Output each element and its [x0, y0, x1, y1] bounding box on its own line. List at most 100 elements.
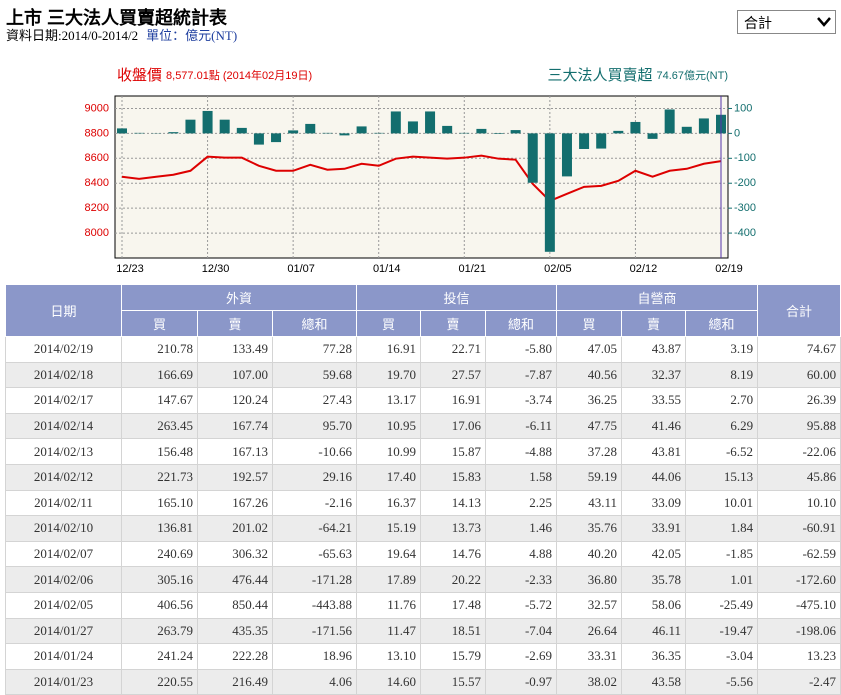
table-cell: 74.67 [758, 337, 841, 363]
y2-tick-label: -300 [734, 202, 756, 214]
table-cell: 1.46 [486, 516, 557, 542]
table-cell: -1.85 [686, 541, 758, 567]
table-cell: 11.76 [357, 592, 421, 618]
table-cell: 120.24 [198, 388, 273, 414]
group-header: 投信 [357, 285, 557, 311]
table-cell: 2014/02/14 [6, 413, 122, 439]
table-cell: 2014/01/27 [6, 618, 122, 644]
table-cell: 38.02 [557, 669, 622, 695]
y2-tick-label: -400 [734, 227, 756, 239]
table-cell: 2.25 [486, 490, 557, 516]
table-cell: 43.87 [622, 337, 686, 363]
y2-tick-label: 0 [734, 127, 740, 139]
table-cell: 95.70 [273, 413, 357, 439]
table-cell: 2014/01/24 [6, 644, 122, 670]
legend-note: 74.67億元(NT) [656, 69, 728, 82]
table-cell: -6.11 [486, 413, 557, 439]
bar [699, 118, 709, 133]
y-tick-label: 8400 [85, 177, 109, 189]
table-cell: 22.71 [421, 337, 486, 363]
table-cell: 47.05 [557, 337, 622, 363]
y2-tick-label: 100 [734, 102, 752, 114]
table-cell: 59.19 [557, 464, 622, 490]
subheader-cell: 總和 [486, 311, 557, 337]
table-cell: -198.06 [758, 618, 841, 644]
table-cell: 43.58 [622, 669, 686, 695]
bar [665, 109, 675, 133]
table-cell: 15.87 [421, 439, 486, 465]
subheader-cell: 總和 [273, 311, 357, 337]
table-cell: -3.04 [686, 644, 758, 670]
table-cell: 2014/02/06 [6, 567, 122, 593]
table-cell: 35.78 [622, 567, 686, 593]
table-cell: 10.10 [758, 490, 841, 516]
table-cell: -7.04 [486, 618, 557, 644]
table-cell: 2014/02/11 [6, 490, 122, 516]
table-cell: 216.49 [198, 669, 273, 695]
table-cell: 45.86 [758, 464, 841, 490]
table-cell: -6.52 [686, 439, 758, 465]
table-cell: -7.87 [486, 362, 557, 388]
table-cell: 77.28 [273, 337, 357, 363]
table-cell: 36.25 [557, 388, 622, 414]
table-cell: 167.13 [198, 439, 273, 465]
subheader-cell: 總和 [686, 311, 758, 337]
table-cell: 2014/02/17 [6, 388, 122, 414]
bar [682, 127, 692, 134]
table-cell: 406.56 [122, 592, 198, 618]
bar [185, 120, 195, 134]
table-cell: 263.45 [122, 413, 198, 439]
select[interactable]: 合計 [737, 10, 836, 34]
bar [630, 122, 640, 133]
table-cell: 1.01 [686, 567, 758, 593]
bar [425, 111, 435, 133]
table-cell: 17.40 [357, 464, 421, 490]
table-cell: 13.23 [758, 644, 841, 670]
table-cell: 40.20 [557, 541, 622, 567]
table-cell: 305.16 [122, 567, 198, 593]
table-cell: 1.58 [486, 464, 557, 490]
table-cell: 192.57 [198, 464, 273, 490]
table-cell: 27.43 [273, 388, 357, 414]
bar [271, 133, 281, 142]
table-cell: 15.79 [421, 644, 486, 670]
table-cell: 306.32 [198, 541, 273, 567]
table-cell: 850.44 [198, 592, 273, 618]
table-cell: -25.49 [686, 592, 758, 618]
table-cell: 10.95 [357, 413, 421, 439]
y-tick-label: 9000 [85, 102, 109, 114]
table-cell: -2.47 [758, 669, 841, 695]
bar [562, 133, 572, 176]
table-cell: 16.37 [357, 490, 421, 516]
table-cell: 2014/02/10 [6, 516, 122, 542]
bar [391, 111, 401, 133]
bar [511, 130, 521, 133]
table-cell: 41.46 [622, 413, 686, 439]
table-cell: -62.59 [758, 541, 841, 567]
table-cell: 33.55 [622, 388, 686, 414]
table-cell: -5.72 [486, 592, 557, 618]
bar [596, 133, 606, 148]
table-cell: -60.91 [758, 516, 841, 542]
date-range: 資料日期:2014/0-2014/2 [6, 28, 138, 43]
table-cell: 18.51 [421, 618, 486, 644]
table-cell: 263.79 [122, 618, 198, 644]
table-cell: 17.89 [357, 567, 421, 593]
bar [117, 128, 127, 133]
legend-name: 收盤價 [117, 67, 162, 84]
subheader-cell: 賣 [198, 311, 273, 337]
table-cell: 201.02 [198, 516, 273, 542]
table-cell: 36.80 [557, 567, 622, 593]
table-cell: 4.06 [273, 669, 357, 695]
table-cell: 20.22 [421, 567, 486, 593]
table-cell: 95.88 [758, 413, 841, 439]
